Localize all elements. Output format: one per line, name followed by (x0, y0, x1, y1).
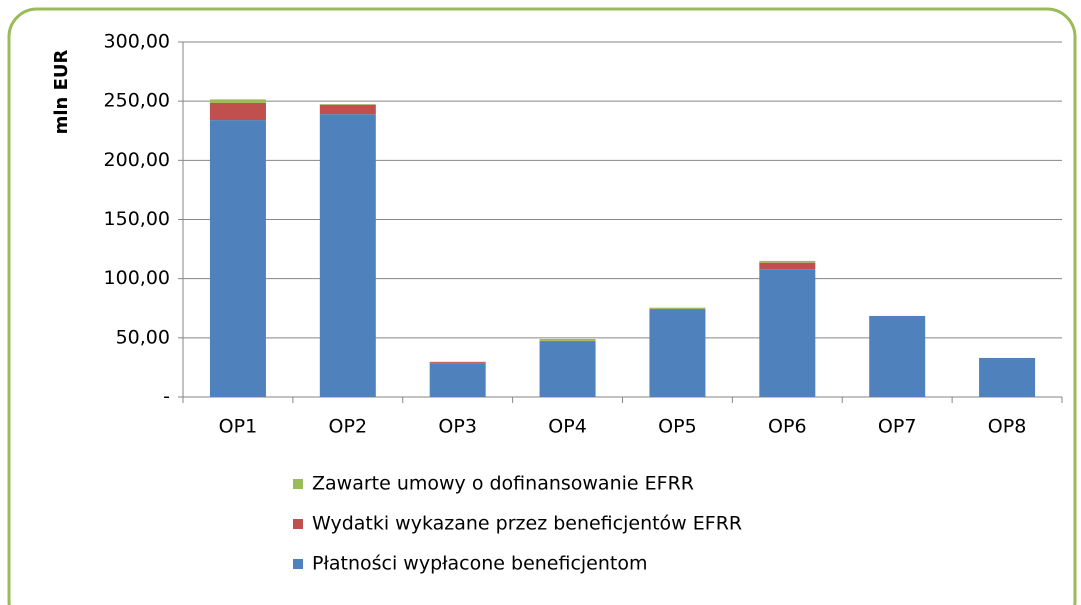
legend-label: Płatności wypłacone beneficjentom (312, 553, 648, 575)
bar-segment (649, 307, 706, 309)
y-tick-label: 100,00 (104, 267, 170, 289)
y-tick-label: 300,00 (104, 31, 170, 53)
x-tick-label: OP6 (768, 416, 807, 438)
bar-segment (429, 363, 486, 397)
y-axis-label: mln EUR (51, 49, 72, 134)
bar-segment (539, 339, 596, 341)
legend-swatch (293, 559, 303, 569)
legend-swatch (293, 519, 303, 529)
bar-segment (319, 104, 376, 115)
bar-segment (539, 340, 596, 342)
legend-label: Zawarte umowy o dofinansowanie EFRR (312, 473, 694, 495)
bar-segment (429, 362, 486, 364)
bar-segment (759, 269, 816, 397)
bar-segment (759, 260, 816, 263)
y-tick-label: 250,00 (104, 90, 170, 112)
bar-segment (979, 357, 1036, 397)
bar-segment (209, 120, 266, 397)
legend-swatch (293, 479, 303, 489)
x-tick-label: OP5 (658, 416, 697, 438)
x-tick-label: OP3 (438, 416, 477, 438)
bar-segment (759, 262, 816, 270)
frame (7, 7, 1077, 605)
bar-segment (319, 114, 376, 397)
bar-segment (209, 102, 266, 121)
bar-segment (649, 309, 706, 397)
y-tick-label: - (163, 386, 170, 408)
bar-segment (209, 99, 266, 103)
x-tick-label: OP1 (219, 416, 258, 438)
bar-segment (539, 341, 596, 397)
bar-segment (869, 315, 926, 397)
legend-label: Wydatki wykazane przez beneficjentów EFR… (312, 513, 742, 535)
x-tick-label: OP2 (329, 416, 368, 438)
x-tick-label: OP4 (548, 416, 587, 438)
bar-segment (649, 308, 706, 310)
y-tick-label: 50,00 (116, 326, 170, 348)
x-tick-label: OP8 (988, 416, 1027, 438)
bar-segment (319, 104, 376, 105)
y-tick-label: 150,00 (104, 208, 170, 230)
y-tick-label: 200,00 (104, 149, 170, 171)
x-tick-label: OP7 (878, 416, 917, 438)
